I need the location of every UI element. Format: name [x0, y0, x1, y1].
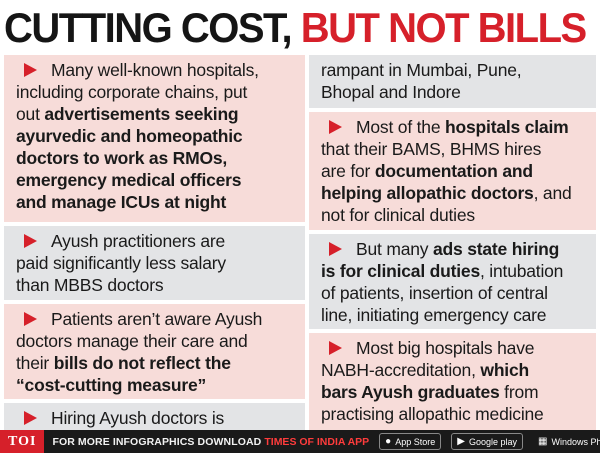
headline-part-red: BUT NOT BILLS — [300, 5, 587, 52]
arrow-bullet-icon — [24, 312, 37, 326]
right-card-nabh: Most big hospitals have NABH-accreditati… — [309, 333, 596, 430]
text-bold: “cost-cutting measure” — [16, 375, 207, 395]
footer-promo-text: FOR MORE INFOGRAPHICS DOWNLOAD — [52, 435, 262, 448]
text-line: Patients aren’t aware Ayush — [51, 309, 263, 329]
app-store-label: App Store — [395, 436, 436, 447]
text-line: Many well-known hospitals, — [51, 60, 259, 80]
text-line: from — [499, 382, 539, 402]
apple-icon: ● — [385, 436, 392, 447]
text-line: Ayush practitioners are — [51, 231, 226, 251]
text-line: rampant in Mumbai, Pune, — [321, 60, 522, 80]
text-line: their — [16, 353, 54, 373]
text-bold: advertisements seeking — [44, 104, 239, 124]
text-bold: ayurvedic and homeopathic — [16, 126, 243, 146]
text-line: including corporate chains, put — [16, 82, 248, 102]
text-line: doctors manage their care and — [16, 331, 248, 351]
right-card-rampant: rampant in Mumbai, Pune, Bhopal and Indo… — [309, 55, 596, 108]
text-line: But many — [356, 239, 433, 259]
text-line: Bhopal and Indore — [321, 82, 461, 102]
right-card-ads: But many ads state hiring is for clinica… — [309, 234, 596, 329]
arrow-bullet-icon — [329, 242, 342, 256]
text-bold: and manage ICUs at night — [16, 192, 227, 212]
footer-bar: TOI FOR MORE INFOGRAPHICS DOWNLOAD TIMES… — [0, 430, 600, 453]
text-line: line, initiating emergency care — [321, 305, 547, 325]
arrow-bullet-icon — [24, 63, 37, 77]
windows-phone-label: Windows Phone — [551, 436, 600, 447]
text-line: practising allopathic medicine — [321, 404, 544, 424]
app-store-badge[interactable]: ● App Store — [379, 433, 442, 450]
left-card-hiring: Hiring Ayush doctors is — [4, 403, 305, 430]
text-line: are for — [321, 161, 375, 181]
text-bold: bills do not reflect the — [53, 353, 231, 373]
text-bold: hospitals claim — [445, 117, 569, 137]
text-line: paid significantly less salary — [16, 253, 226, 273]
text-line: than MBBS doctors — [16, 275, 164, 295]
text-line: not for clinical duties — [321, 205, 475, 225]
left-card-ads: Many well-known hospitals, including cor… — [4, 55, 305, 222]
text-line: Hiring Ayush doctors is — [51, 408, 225, 428]
text-bold: is for clinical duties — [321, 261, 480, 281]
text-line: , and — [533, 183, 572, 203]
text-line: NABH-accreditation, — [321, 360, 481, 380]
arrow-bullet-icon — [329, 120, 342, 134]
left-card-salary: Ayush practitioners are paid significant… — [4, 226, 305, 300]
text-line: out — [16, 104, 45, 124]
text-bold: bars Ayush graduates — [321, 382, 500, 402]
text-bold: which — [480, 360, 529, 380]
arrow-bullet-icon — [24, 234, 37, 248]
windows-icon: ▦ — [538, 436, 548, 447]
play-icon: ▶ — [457, 436, 465, 447]
text-bold: emergency medical officers — [16, 170, 242, 190]
arrow-bullet-icon — [24, 411, 37, 425]
text-bold: documentation and — [374, 161, 533, 181]
arrow-bullet-icon — [329, 341, 342, 355]
text-line: Most big hospitals have — [356, 338, 535, 358]
google-play-badge[interactable]: ▶ Google play — [451, 433, 523, 450]
text-line: Most of the — [356, 117, 446, 137]
text-bold: doctors to work as RMOs, — [16, 148, 228, 168]
text-line: that their BAMS, BHMS hires — [321, 139, 542, 159]
left-card-patients: Patients aren’t aware Ayush doctors mana… — [4, 304, 305, 399]
text-bold: helping allopathic doctors — [321, 183, 534, 203]
text-line: , intubation — [479, 261, 564, 281]
text-line: of patients, insertion of central — [321, 283, 548, 303]
google-play-label: Google play — [468, 436, 517, 447]
right-card-claim: Most of the hospitals claim that their B… — [309, 112, 596, 230]
text-bold: ads state hiring — [432, 239, 560, 259]
footer-brand-text: TIMES OF INDIA APP — [264, 435, 370, 448]
headline-part-black: CUTTING COST, — [4, 5, 301, 52]
windows-phone-badge[interactable]: ▦ Windows Phone — [533, 433, 600, 450]
headline: CUTTING COST, BUT NOT BILLS — [4, 2, 596, 54]
toi-logo: TOI — [0, 430, 45, 453]
